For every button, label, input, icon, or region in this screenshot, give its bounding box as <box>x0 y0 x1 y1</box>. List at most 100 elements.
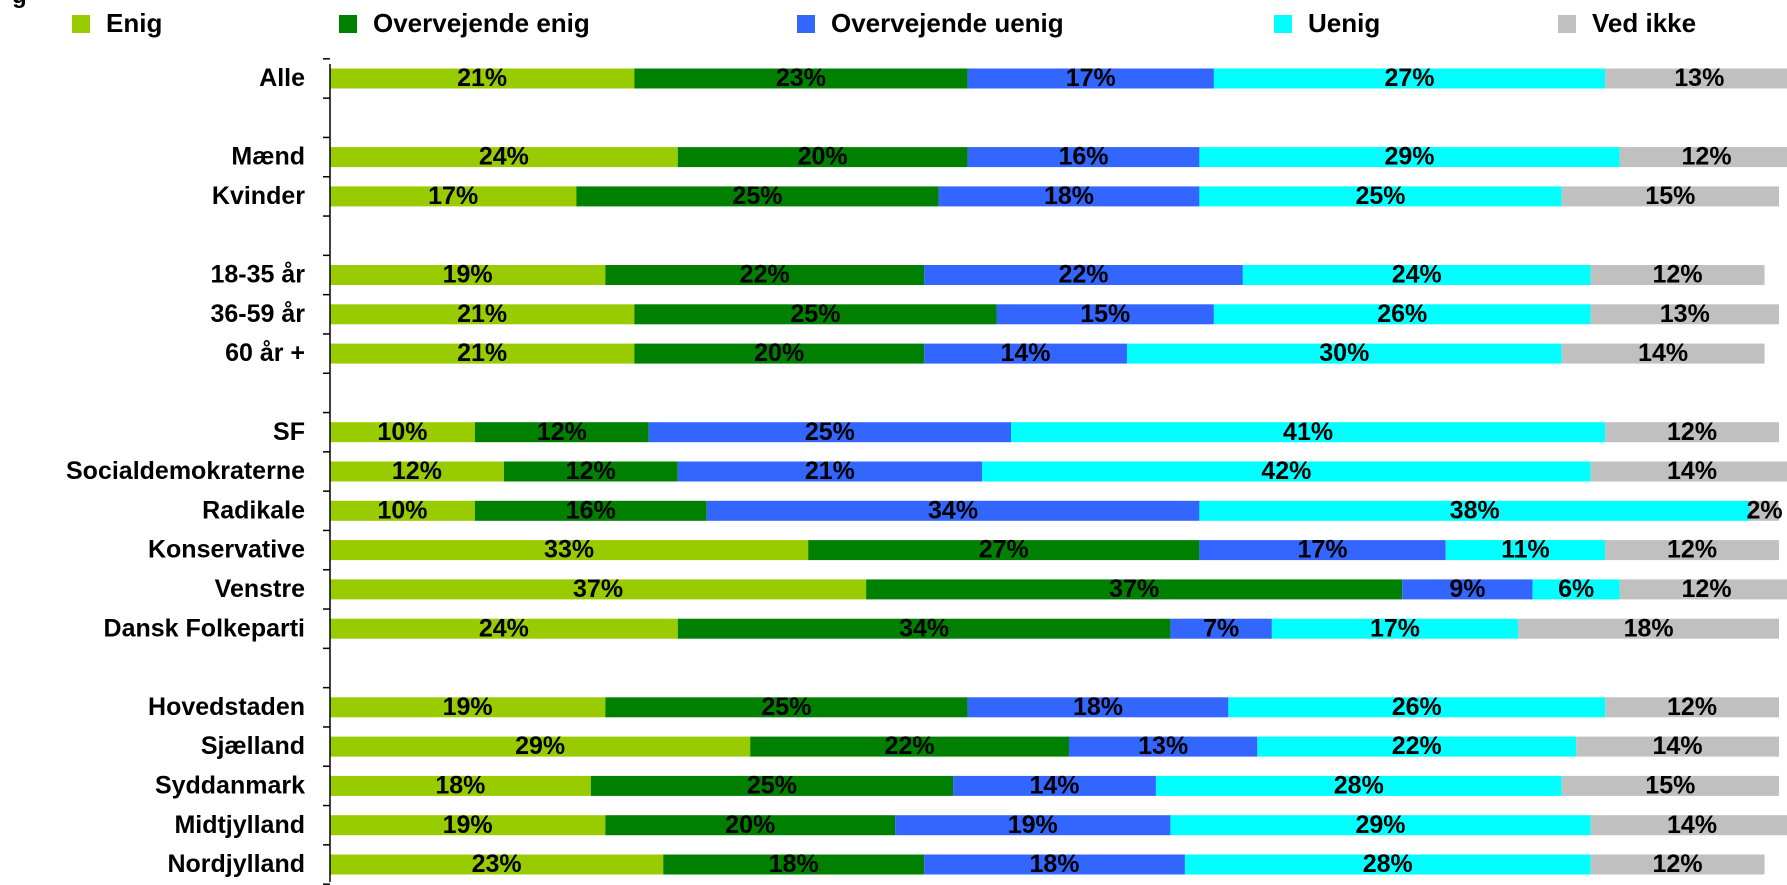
bar-segment-uenig <box>1199 500 1751 521</box>
bar-segment-enig <box>330 775 591 796</box>
data-label: 29% <box>1384 143 1434 171</box>
legend-swatch-ved-ikke <box>1558 15 1576 33</box>
data-label: 25% <box>732 182 782 210</box>
category-label-sjaelland: Sjælland <box>201 732 305 760</box>
data-label: 25% <box>790 300 840 328</box>
bar-segment-enig <box>330 265 606 285</box>
data-label: 11% <box>1501 536 1550 564</box>
partial-clipped-label: g <box>12 0 27 9</box>
bar-segment-ved-ikke <box>1590 815 1787 836</box>
legend-swatch-overvejende-uenig <box>797 15 815 33</box>
data-label: 25% <box>761 693 811 721</box>
category-label-18-35-aar: 18-35 år <box>210 261 305 289</box>
data-label: 28% <box>1363 850 1413 878</box>
category-label-nordjylland: Nordjylland <box>167 850 305 878</box>
bar-segment-overvejende-uenig <box>1199 540 1446 561</box>
data-label: 14% <box>1029 772 1079 800</box>
data-label: 18% <box>1044 182 1094 210</box>
bar-segment-overvejende-uenig <box>895 815 1171 836</box>
bar-segment-enig <box>330 815 606 836</box>
data-label: 19% <box>1008 811 1058 839</box>
bar-segment-enig <box>330 461 504 482</box>
data-label: 14% <box>1638 339 1688 367</box>
category-label-60-aar: 60 år + <box>225 339 305 367</box>
bar-segment-enig <box>330 618 678 639</box>
bar-segment-uenig <box>1155 775 1562 796</box>
bar-segment-ved-ikke <box>1750 500 1779 521</box>
data-label: 23% <box>776 64 826 92</box>
data-label: 24% <box>479 143 529 171</box>
data-label: 25% <box>747 772 797 800</box>
data-label: 41% <box>1283 418 1333 446</box>
bar-segment-ved-ikke <box>1605 422 1779 443</box>
bar-segment-ved-ikke <box>1590 854 1765 875</box>
data-label: 12% <box>1667 536 1717 564</box>
bar-segment-overvejende-enig <box>605 697 968 718</box>
data-label: 17% <box>428 182 478 210</box>
bar-segment-overvejende-uenig <box>953 775 1156 796</box>
data-label: 10% <box>377 418 427 446</box>
bar-segment-overvejende-enig <box>663 854 925 875</box>
data-label: 37% <box>573 575 623 603</box>
y-axis <box>323 58 331 885</box>
data-label: 20% <box>798 143 848 171</box>
data-label: 10% <box>377 496 427 524</box>
bar-segment-overvejende-enig <box>677 147 968 168</box>
data-label: 18% <box>1624 614 1674 642</box>
bar-segment-ved-ikke <box>1619 579 1787 600</box>
bar-segment-ved-ikke <box>1605 697 1779 718</box>
data-label: 25% <box>1356 182 1406 210</box>
bar-segment-overvejende-enig <box>808 540 1200 561</box>
data-label: 18% <box>1029 850 1079 878</box>
bar-segment-overvejende-uenig <box>924 265 1243 285</box>
data-label: 42% <box>1261 457 1311 485</box>
legend-label-overvejende-uenig: Overvejende uenig <box>831 8 1064 38</box>
data-label: 13% <box>1138 732 1188 760</box>
data-label: 2% <box>1746 496 1782 524</box>
bar-segment-enig <box>330 304 635 325</box>
bar-segment-overvejende-enig <box>634 68 968 89</box>
data-label: 14% <box>1667 811 1717 839</box>
data-label: 21% <box>457 339 507 367</box>
bar-segment-enig <box>330 343 635 364</box>
bar-segment-overvejende-enig <box>750 736 1069 757</box>
data-label: 19% <box>443 261 493 289</box>
legend-label-enig: Enig <box>106 8 162 38</box>
bar-segment-ved-ikke <box>1561 775 1779 796</box>
data-label: 14% <box>1653 732 1703 760</box>
data-label: 7% <box>1203 614 1239 642</box>
data-label: 20% <box>725 811 775 839</box>
data-label: 28% <box>1334 772 1384 800</box>
bar-segment-ved-ikke <box>1590 265 1765 285</box>
legend-label-overvejende-enig: Overvejende enig <box>373 8 590 38</box>
bar-segment-uenig <box>1199 147 1620 168</box>
data-label: 15% <box>1080 300 1130 328</box>
bar-segment-ved-ikke <box>1561 186 1779 207</box>
data-label: 25% <box>805 418 855 446</box>
bar-segment-overvejende-enig <box>605 265 925 285</box>
data-label: 23% <box>472 850 522 878</box>
data-label: 22% <box>885 732 935 760</box>
legend: Enig Overvejende enig Overvejende uenig Uen… <box>72 8 1696 38</box>
bar-segment-overvejende-enig <box>605 815 896 836</box>
data-label: 12% <box>392 457 442 485</box>
category-label-socialdemokraterne: Socialdemokraterne <box>66 457 305 485</box>
category-label-hovedstaden: Hovedstaden <box>148 693 305 721</box>
bar-segment-enig <box>330 854 664 875</box>
data-label: 21% <box>457 64 507 92</box>
bar-segment-enig <box>330 500 475 521</box>
bar-segment-uenig <box>982 461 1591 482</box>
bar-segment-overvejende-uenig <box>967 697 1229 718</box>
bar-segment-uenig <box>1242 265 1591 285</box>
category-label-syddanmark: Syddanmark <box>155 772 305 800</box>
data-label: 18% <box>769 850 819 878</box>
bar-segment-overvejende-enig <box>503 461 678 482</box>
data-label: 30% <box>1319 339 1369 367</box>
category-label-maend: Mænd <box>231 143 305 171</box>
bar-segment-overvejende-enig <box>677 618 1171 639</box>
category-label-kvinder: Kvinder <box>212 182 305 210</box>
data-label: 34% <box>899 614 949 642</box>
bar-segment-enig <box>330 68 635 89</box>
category-label-36-59-aar: 36-59 år <box>210 300 305 328</box>
bar-segment-overvejende-uenig <box>1402 579 1533 600</box>
